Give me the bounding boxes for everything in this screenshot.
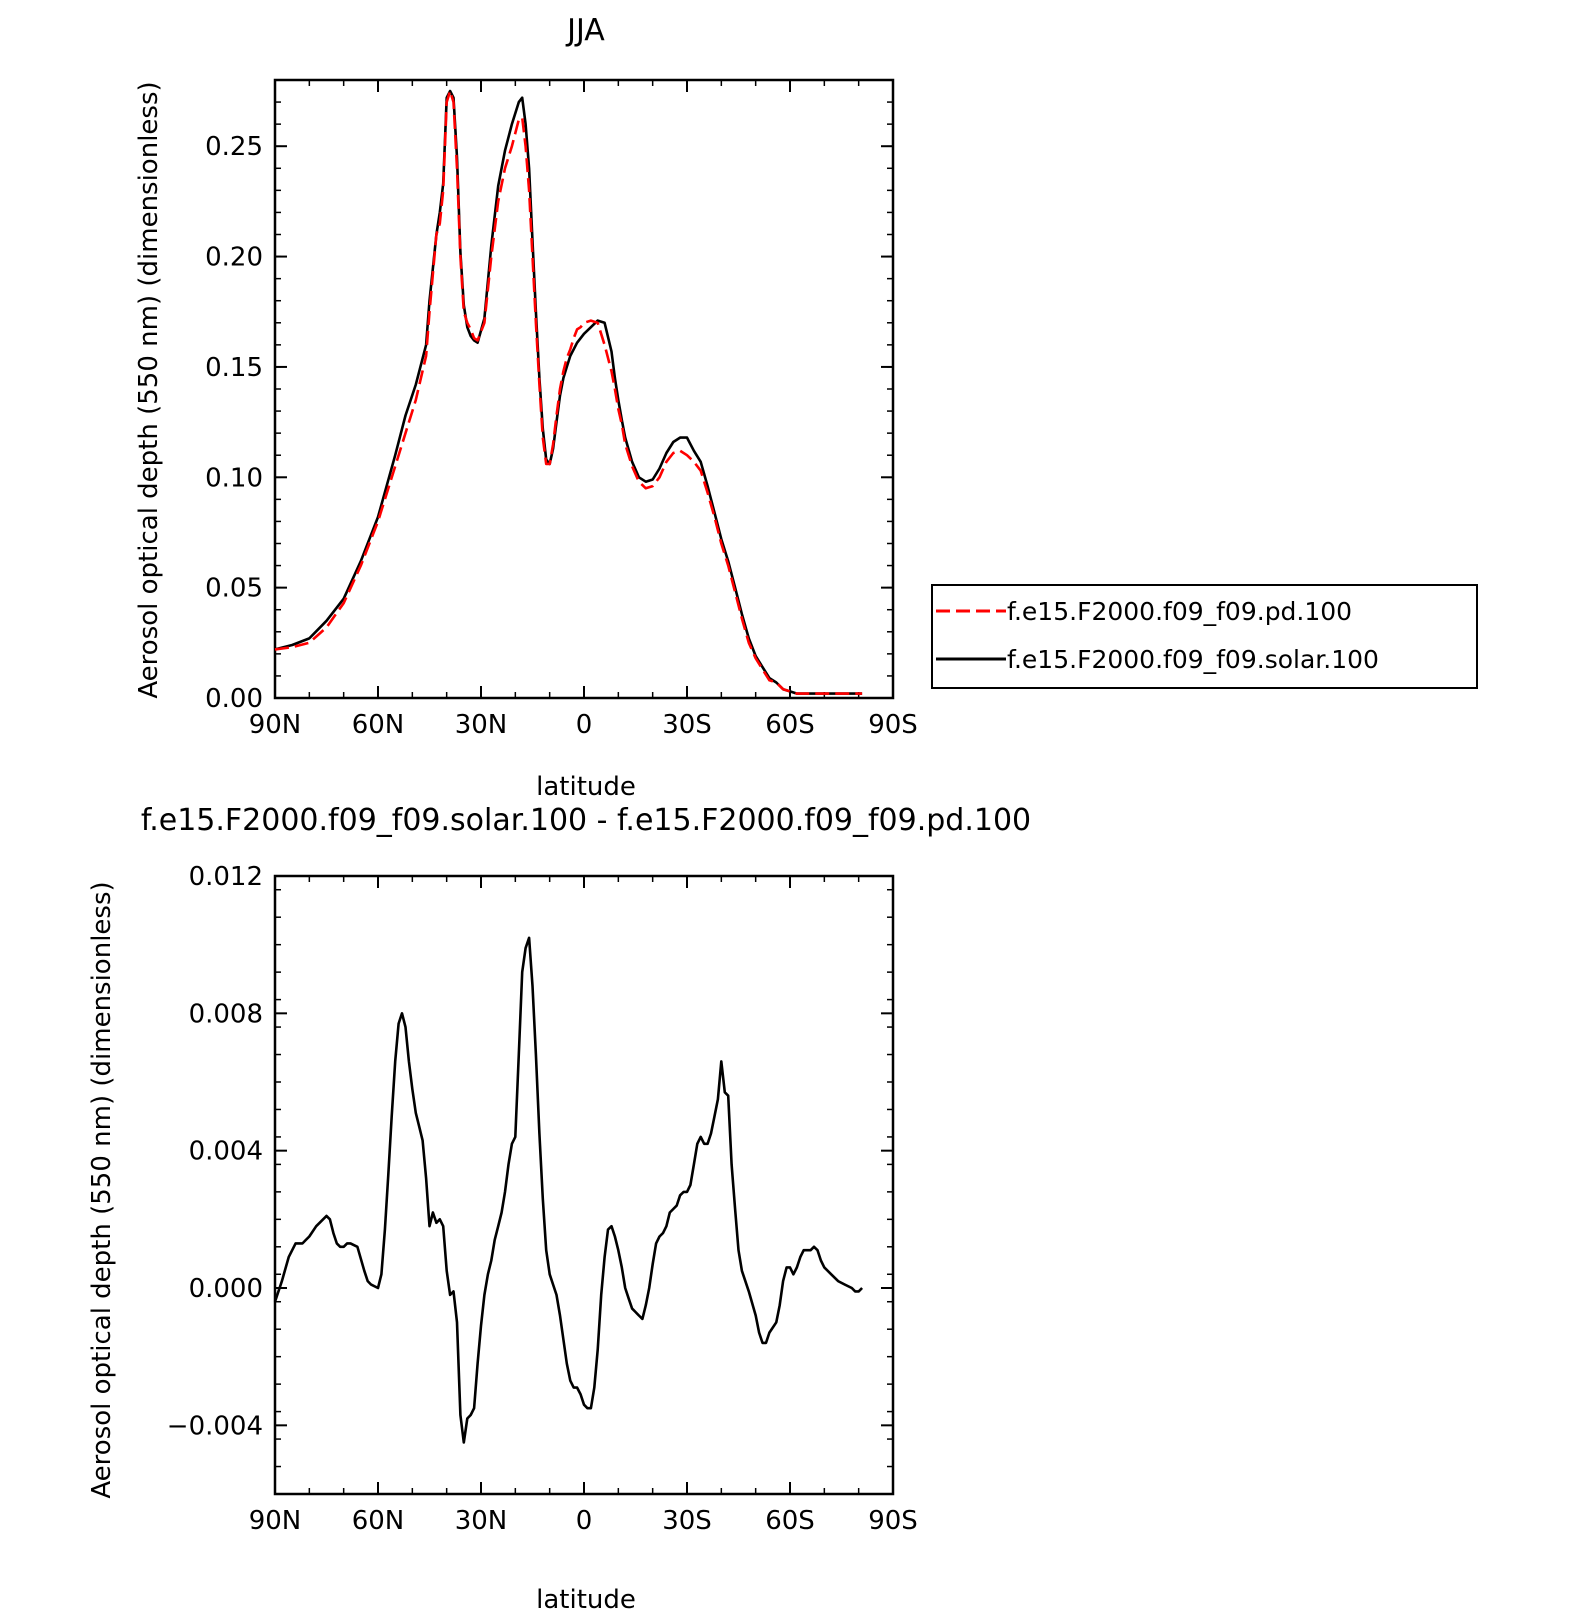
bottom-title: f.e15.F2000.f09_f09.solar.100 - f.e15.F2… <box>141 803 1031 838</box>
bottom-ytick-label: 0.008 <box>189 999 263 1029</box>
top-xtick-label: 30N <box>455 710 508 740</box>
top-ytick-label: 0.10 <box>205 463 263 493</box>
bottom-series-line-0 <box>273 936 864 1444</box>
bottom-ytick-label: −0.004 <box>167 1411 263 1441</box>
top-title: JJA <box>565 13 605 48</box>
bottom-xlabel: latitude <box>536 1585 636 1615</box>
legend-box <box>931 584 1478 689</box>
bottom-xtick-label: 90N <box>249 1506 302 1536</box>
bottom-xtick-label: 60N <box>352 1506 405 1536</box>
top-series-line-1 <box>274 89 863 695</box>
top-ylabel: Aerosol optical depth (550 nm) (dimensio… <box>134 81 164 698</box>
top-xtick-label: 60S <box>765 710 815 740</box>
top-ytick-label: 0.00 <box>205 684 263 714</box>
bottom-xtick-label: 90S <box>868 1506 918 1536</box>
legend: f.e15.F2000.f09_f09.pd.100 f.e15.F2000.f… <box>931 584 1478 689</box>
top-xtick-label: 60N <box>352 710 405 740</box>
top-plot-frame <box>273 78 895 700</box>
top-ytick-label: 0.25 <box>205 132 263 162</box>
bottom-ytick-label: 0.012 <box>189 862 263 892</box>
bottom-xtick-label: 30N <box>455 1506 508 1536</box>
bottom-ylabel: Aerosol optical depth (550 nm) (dimensio… <box>87 881 117 1498</box>
top-xtick-label: 90N <box>249 710 302 740</box>
bottom-plot: f.e15.F2000.f09_f09.solar.100 - f.e15.F2… <box>87 803 1031 1615</box>
top-ytick-label: 0.20 <box>205 243 263 273</box>
top-xtick-label: 90S <box>868 710 918 740</box>
top-xtick-label: 30S <box>662 710 712 740</box>
top-xlabel: latitude <box>536 772 636 802</box>
bottom-ytick-label: 0.004 <box>189 1137 263 1167</box>
top-ytick-label: 0.05 <box>205 574 263 604</box>
top-ytick-label: 0.15 <box>205 353 263 383</box>
legend-label-pd: f.e15.F2000.f09_f09.pd.100 <box>1007 597 1352 626</box>
bottom-xtick-label: 60S <box>765 1506 815 1536</box>
bottom-ytick-label: 0.000 <box>189 1274 263 1304</box>
top-xtick-label: 0 <box>576 710 593 740</box>
legend-label-solar: f.e15.F2000.f09_f09.solar.100 <box>1007 645 1379 674</box>
bottom-xtick-label: 30S <box>662 1506 712 1536</box>
top-series-line-0 <box>274 89 863 695</box>
top-plot: JJA Aerosol optical depth (550 nm) (dime… <box>134 13 918 802</box>
bottom-xtick-label: 0 <box>576 1506 593 1536</box>
